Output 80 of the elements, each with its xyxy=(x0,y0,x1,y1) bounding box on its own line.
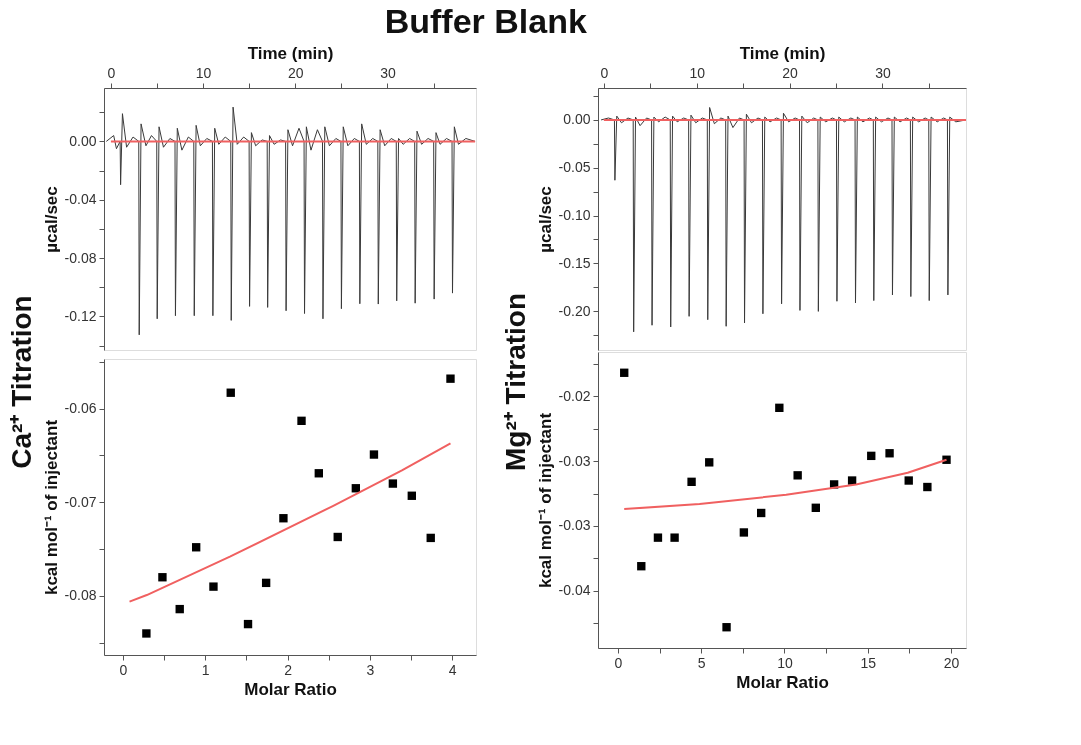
point xyxy=(314,469,323,478)
x-tick-label: 0 xyxy=(119,661,128,678)
x-axis-title: Time (min) xyxy=(739,43,826,63)
x-tick-label: 0 xyxy=(614,654,623,671)
point xyxy=(297,416,306,426)
y-axis-title: kcal mol⁻¹ of injectant xyxy=(41,419,61,596)
point xyxy=(904,476,913,485)
y-tick-label: -0.02 xyxy=(558,387,591,404)
y-tick-label: -0.04 xyxy=(64,191,97,208)
x-tick-label: 5 xyxy=(697,654,706,671)
point xyxy=(226,388,235,397)
point xyxy=(426,533,435,543)
y-tick-label: -0.03 xyxy=(558,452,591,469)
x-tick-label: 30 xyxy=(875,64,891,81)
x-tick-label: 30 xyxy=(380,64,396,81)
point xyxy=(775,403,784,413)
x-tick-label: 10 xyxy=(689,64,706,81)
point xyxy=(620,368,629,377)
point xyxy=(243,619,253,629)
x-axis-title: Molar Ratio xyxy=(244,679,337,699)
y-tick-label: -0.07 xyxy=(64,493,97,510)
point xyxy=(191,543,201,552)
x-tick-label: 0 xyxy=(107,64,116,81)
text: Ca²⁺ Titration xyxy=(6,295,37,469)
y-tick-label: -0.06 xyxy=(64,400,97,417)
chart-title: Buffer Blank xyxy=(384,1,587,40)
point xyxy=(793,471,802,480)
point xyxy=(757,508,766,518)
x-tick-label: 4 xyxy=(448,661,457,678)
point xyxy=(885,449,894,458)
y-tick-label: -0.10 xyxy=(558,207,591,224)
x-tick-label: 15 xyxy=(860,654,877,671)
point xyxy=(142,629,151,638)
point xyxy=(175,604,184,614)
point xyxy=(446,374,455,383)
point xyxy=(637,562,646,571)
x-axis-title: Molar Ratio xyxy=(736,672,829,692)
x-tick-label: 3 xyxy=(366,661,375,678)
y-tick-label: -0.04 xyxy=(558,582,591,599)
x-tick-label: 20 xyxy=(782,64,799,81)
x-tick-label: 10 xyxy=(777,654,793,671)
point xyxy=(279,514,288,523)
x-axis-title: Time (min) xyxy=(247,43,334,63)
point xyxy=(653,533,663,542)
y-tick-label: -0.03 xyxy=(558,517,591,534)
point xyxy=(923,482,932,492)
point xyxy=(209,582,218,591)
y-axis-title: µcal/sec xyxy=(535,186,555,253)
point xyxy=(811,503,820,512)
point xyxy=(705,458,714,467)
y-tick-label: -0.12 xyxy=(64,307,97,324)
point xyxy=(687,477,696,487)
x-tick-label: 2 xyxy=(284,661,293,678)
point xyxy=(369,450,379,459)
y-tick-label: -0.15 xyxy=(558,254,591,271)
point xyxy=(867,451,876,461)
point xyxy=(333,532,342,542)
point xyxy=(388,479,398,488)
point xyxy=(351,484,361,493)
line-series xyxy=(128,442,452,603)
y-tick-label: -0.05 xyxy=(558,159,591,176)
y-tick-label: 0.00 xyxy=(563,111,591,128)
x-tick-label: 20 xyxy=(288,64,304,81)
y-tick-label: 0.00 xyxy=(69,132,97,149)
text: Mg²⁺ Titration xyxy=(500,292,531,472)
x-tick-label: 10 xyxy=(195,64,212,81)
x-tick-label: 20 xyxy=(943,654,960,671)
point xyxy=(722,623,731,632)
y-axis-title: µcal/sec xyxy=(41,186,61,253)
y-axis-title: kcal mol⁻¹ of injectant xyxy=(535,412,555,589)
y-tick-label: -0.08 xyxy=(64,587,97,604)
point xyxy=(670,533,679,542)
y-tick-label: -0.20 xyxy=(558,302,591,319)
y-tick-label: -0.08 xyxy=(64,249,97,266)
point xyxy=(407,491,416,500)
point xyxy=(261,578,271,588)
point xyxy=(158,573,167,582)
point xyxy=(739,528,749,537)
x-tick-label: 0 xyxy=(600,64,609,81)
x-tick-label: 1 xyxy=(201,661,210,678)
